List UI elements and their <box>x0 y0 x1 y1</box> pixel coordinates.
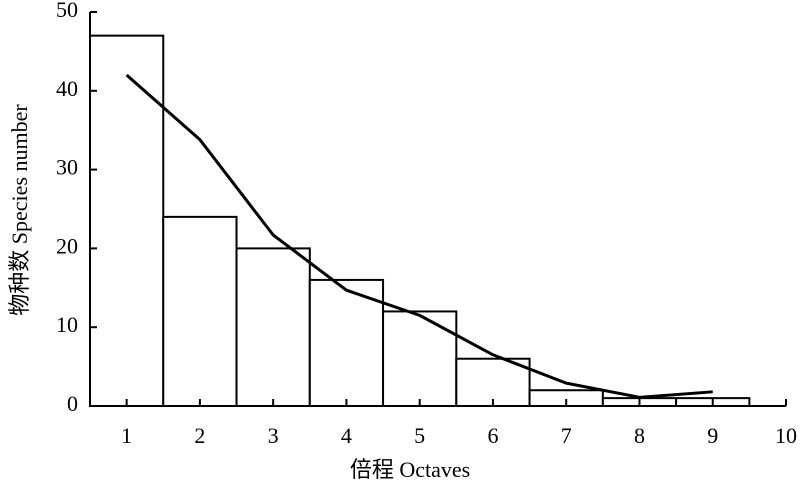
x-tick-label: 7 <box>561 423 572 448</box>
y-tick-label: 0 <box>67 391 78 416</box>
y-tick-label: 20 <box>56 233 78 258</box>
fit-curve <box>125 73 713 399</box>
x-tick-label: 2 <box>194 423 205 448</box>
y-tick-label: 40 <box>56 76 78 101</box>
y-axis-label: 物种数 Species number <box>7 104 32 316</box>
x-tick-label: 4 <box>341 423 352 448</box>
y-tick-label: 30 <box>56 155 78 180</box>
bar <box>382 310 458 407</box>
x-tick-label: 9 <box>707 423 718 448</box>
bar <box>308 278 385 408</box>
x-tick-label: 3 <box>268 423 279 448</box>
y-tick-label: 10 <box>56 312 78 337</box>
x-axis-label: 倍程 Octaves <box>350 457 470 482</box>
bar <box>235 247 311 407</box>
bar <box>89 34 165 407</box>
bar <box>162 215 238 407</box>
x-tick-label: 6 <box>487 423 498 448</box>
x-tick-label: 5 <box>414 423 425 448</box>
x-tick-label: 1 <box>121 423 132 448</box>
x-tick-label: 10 <box>775 423 797 448</box>
y-tick-label: 50 <box>56 0 78 22</box>
x-tick-label: 8 <box>634 423 645 448</box>
